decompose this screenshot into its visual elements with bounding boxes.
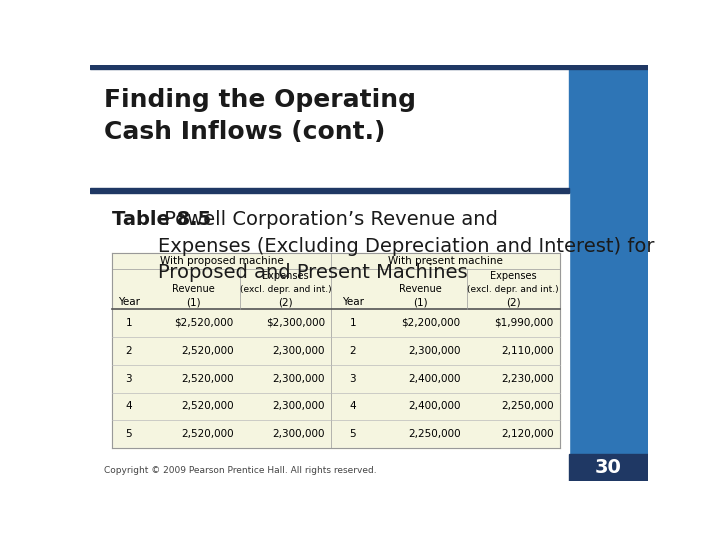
Text: 2,400,000: 2,400,000 xyxy=(408,374,461,383)
Text: Finding the Operating: Finding the Operating xyxy=(104,88,416,112)
Bar xyxy=(90,65,648,70)
Text: 2,120,000: 2,120,000 xyxy=(501,429,554,440)
Text: (1): (1) xyxy=(413,298,428,307)
Text: 2,300,000: 2,300,000 xyxy=(408,346,461,356)
Text: 5: 5 xyxy=(350,429,356,440)
Bar xyxy=(112,253,559,448)
Text: $1,990,000: $1,990,000 xyxy=(494,318,554,328)
Text: 30: 30 xyxy=(595,458,622,477)
Text: $2,200,000: $2,200,000 xyxy=(402,318,461,328)
Text: 2,230,000: 2,230,000 xyxy=(501,374,554,383)
Bar xyxy=(90,65,569,188)
Text: Year: Year xyxy=(342,298,364,307)
Text: Revenue: Revenue xyxy=(399,284,441,294)
Text: 2,300,000: 2,300,000 xyxy=(272,429,325,440)
Text: Expenses: Expenses xyxy=(262,271,309,281)
Text: Cash Inflows (cont.): Cash Inflows (cont.) xyxy=(104,120,385,144)
Text: Table 8.5: Table 8.5 xyxy=(112,211,211,229)
Text: 3: 3 xyxy=(125,374,132,383)
Text: 2,520,000: 2,520,000 xyxy=(181,346,233,356)
Bar xyxy=(90,193,569,481)
Text: 3: 3 xyxy=(350,374,356,383)
Text: 2,300,000: 2,300,000 xyxy=(272,346,325,356)
Text: Copyright © 2009 Pearson Prentice Hall. All rights reserved.: Copyright © 2009 Pearson Prentice Hall. … xyxy=(104,466,377,475)
Text: 2,250,000: 2,250,000 xyxy=(408,429,461,440)
Text: 5: 5 xyxy=(125,429,132,440)
Text: 1: 1 xyxy=(350,318,356,328)
Text: 1: 1 xyxy=(125,318,132,328)
Text: (excl. depr. and int.): (excl. depr. and int.) xyxy=(240,285,331,294)
Text: With proposed machine: With proposed machine xyxy=(160,256,284,266)
Text: 2,520,000: 2,520,000 xyxy=(181,429,233,440)
Text: (2): (2) xyxy=(278,298,293,307)
Text: Expenses: Expenses xyxy=(490,271,536,281)
Text: $2,300,000: $2,300,000 xyxy=(266,318,325,328)
Text: 2,110,000: 2,110,000 xyxy=(501,346,554,356)
Text: 2: 2 xyxy=(350,346,356,356)
Text: (excl. depr. and int.): (excl. depr. and int.) xyxy=(467,285,559,294)
Text: 2: 2 xyxy=(125,346,132,356)
Text: 2,300,000: 2,300,000 xyxy=(272,374,325,383)
Text: With present machine: With present machine xyxy=(388,256,503,266)
Bar xyxy=(569,454,648,481)
Text: 2,520,000: 2,520,000 xyxy=(181,374,233,383)
Text: Year: Year xyxy=(118,298,140,307)
Text: Revenue: Revenue xyxy=(171,284,215,294)
Bar xyxy=(90,461,569,481)
Text: (2): (2) xyxy=(506,298,521,307)
Text: 2,400,000: 2,400,000 xyxy=(408,401,461,411)
Text: 4: 4 xyxy=(350,401,356,411)
Text: (1): (1) xyxy=(186,298,200,307)
Text: 2,520,000: 2,520,000 xyxy=(181,401,233,411)
Bar xyxy=(569,65,648,481)
Bar xyxy=(90,188,569,193)
Text: 2,250,000: 2,250,000 xyxy=(501,401,554,411)
Text: 2,300,000: 2,300,000 xyxy=(272,401,325,411)
Text: 4: 4 xyxy=(125,401,132,411)
Text: $2,520,000: $2,520,000 xyxy=(174,318,233,328)
Text: Powell Corporation’s Revenue and
Expenses (Excluding Depreciation and Interest) : Powell Corporation’s Revenue and Expense… xyxy=(158,211,654,282)
